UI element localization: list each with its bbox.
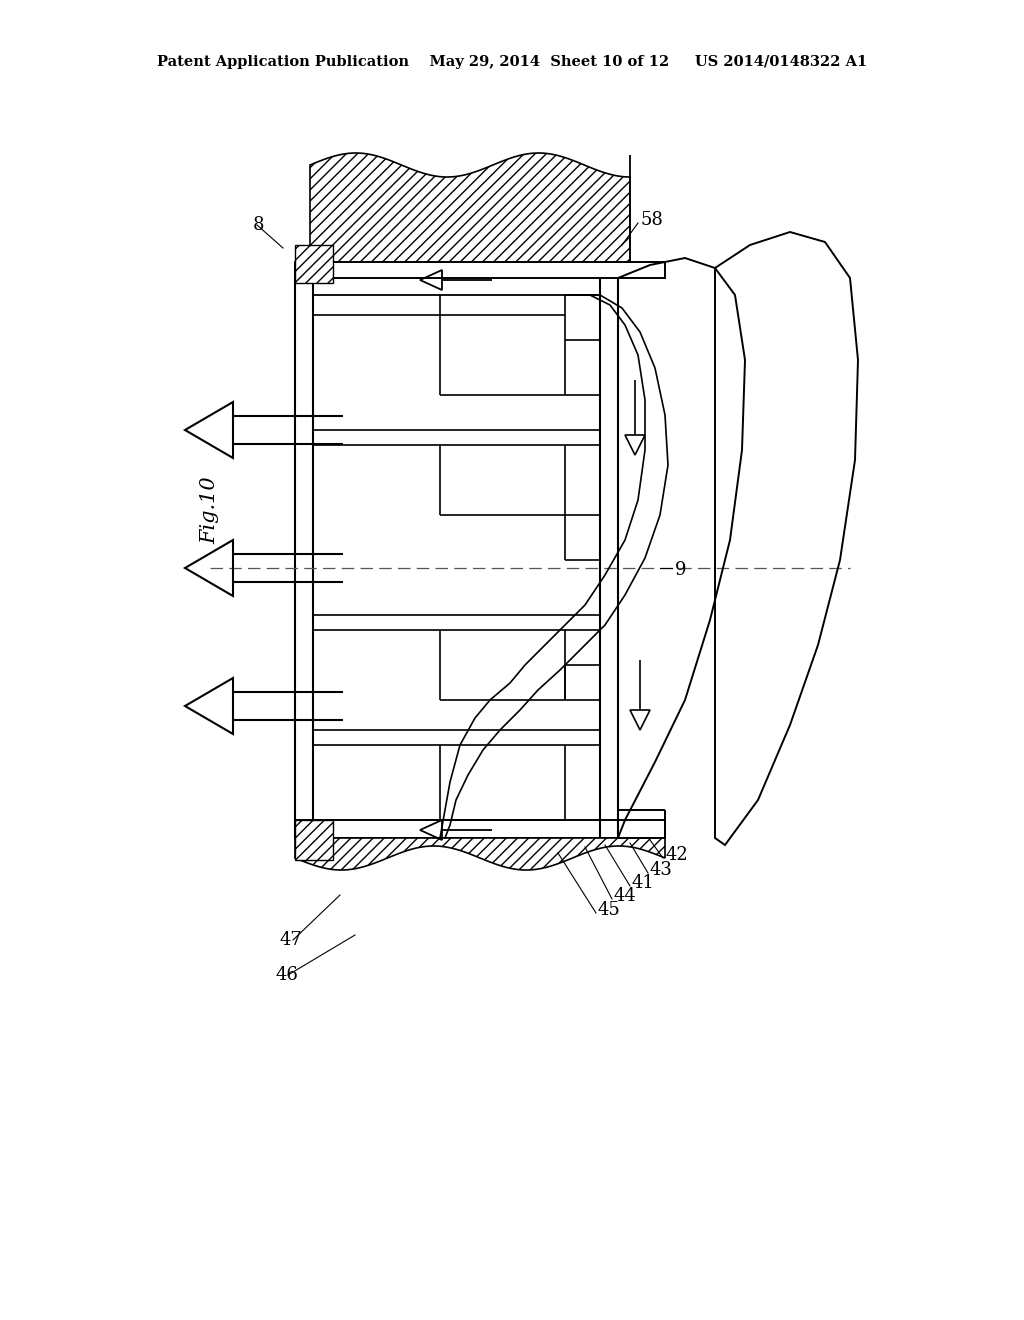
Text: Patent Application Publication    May 29, 2014  Sheet 10 of 12     US 2014/01483: Patent Application Publication May 29, 2… <box>157 55 867 69</box>
Polygon shape <box>310 153 630 261</box>
Bar <box>295 820 665 838</box>
Text: Fig.10: Fig.10 <box>200 477 219 544</box>
Text: 46: 46 <box>275 966 298 983</box>
Text: 58: 58 <box>640 211 663 228</box>
Text: 44: 44 <box>614 887 637 906</box>
Text: 43: 43 <box>650 861 673 879</box>
Text: 9: 9 <box>675 561 686 579</box>
Text: 47: 47 <box>280 931 303 949</box>
Text: 45: 45 <box>598 902 621 919</box>
Polygon shape <box>295 838 665 870</box>
Bar <box>295 820 333 861</box>
Text: 8: 8 <box>253 216 264 234</box>
Bar <box>295 261 665 279</box>
Text: 42: 42 <box>665 846 688 865</box>
Text: 41: 41 <box>632 874 655 892</box>
Bar <box>295 246 333 282</box>
